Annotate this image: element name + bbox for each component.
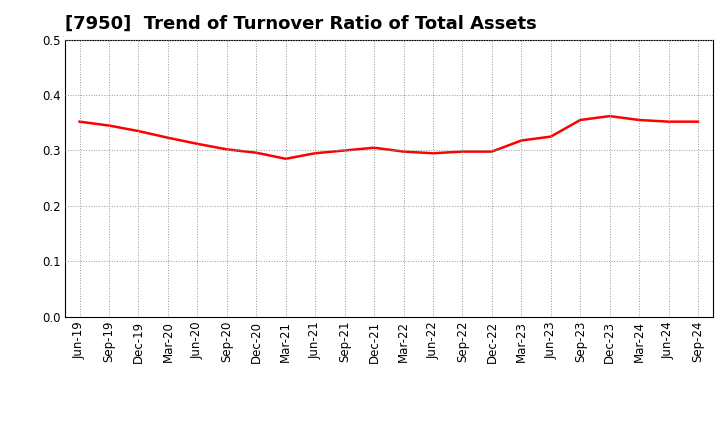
Text: [7950]  Trend of Turnover Ratio of Total Assets: [7950] Trend of Turnover Ratio of Total … <box>65 15 536 33</box>
